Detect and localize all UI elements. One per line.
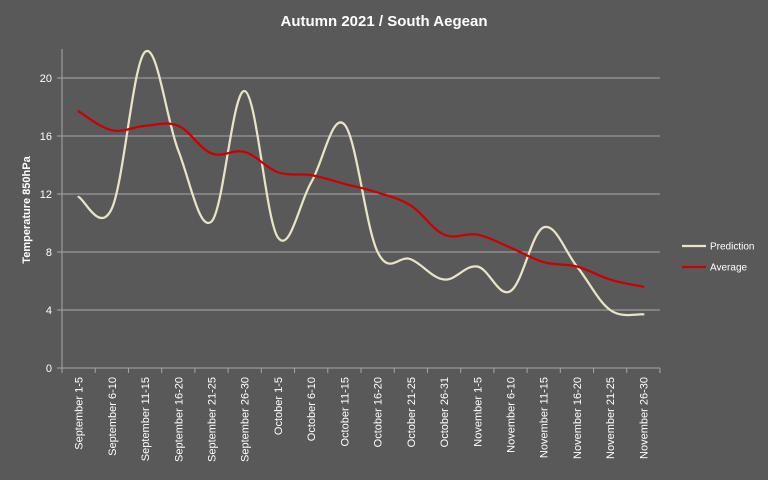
data-point-prediction [542,225,546,229]
data-point-prediction [110,207,114,211]
x-tick-label: September 6-10 [107,377,119,456]
data-point-average [143,124,147,128]
data-point-prediction [376,250,380,254]
data-point-prediction [176,149,180,153]
x-tick-label: November 11-15 [539,377,551,458]
y-tick-label: 0 [46,363,52,375]
x-tick-label: November 21-25 [605,377,617,459]
series-lines [77,49,645,317]
gridlines [62,77,660,311]
data-point-average [110,128,114,132]
legend-label-average: Average [710,263,748,274]
data-point-prediction [641,312,645,316]
data-point-average [475,233,479,237]
x-tick-label: September 16-20 [173,377,185,462]
data-point-average [376,191,380,195]
data-point-average [575,265,579,269]
data-point-prediction [342,122,346,126]
data-point-prediction [77,195,81,199]
x-tick-label: October 26-31 [439,377,451,447]
data-point-average [176,124,180,128]
x-tick-label: November 26-30 [638,377,650,459]
data-point-average [77,109,81,113]
data-point-average [309,173,313,177]
x-tick-label: September 21-25 [207,377,219,462]
data-point-prediction [608,308,612,312]
series-line-prediction [77,49,645,317]
x-tick-label: November 16-20 [572,377,584,459]
axes [57,49,661,373]
data-point-prediction [276,236,280,240]
data-point-average [608,278,612,282]
data-point-prediction [509,289,513,293]
data-point-average [542,260,546,264]
x-tick-label: November 1-5 [472,377,484,447]
data-point-prediction [309,180,313,184]
x-tick-labels: September 1-5 September 6-10 September 11-… [74,377,651,462]
y-tick-label: 20 [40,73,52,85]
y-tick-label: 8 [46,247,52,259]
x-tick-label: October 11-15 [339,377,351,447]
legend-label-prediction: Prediction [710,242,754,253]
series-line-average [77,110,645,288]
data-point-average [641,285,645,289]
data-point-average [276,170,280,174]
data-point-average [243,150,247,154]
data-point-average [210,151,214,155]
data-point-prediction [243,89,247,93]
data-point-average [509,246,513,250]
data-point-prediction [143,50,147,54]
y-tick-label: 12 [40,189,52,201]
x-tick-label: November 6-10 [506,377,518,453]
x-tick-label: October 1-5 [273,377,285,435]
legend: Prediction Average [682,242,754,274]
chart-title: Autumn 2021 / South Aegean [281,13,488,30]
x-tick-label: September 11-15 [140,377,152,461]
data-point-average [442,233,446,237]
data-point-prediction [475,265,479,269]
y-tick-label: 16 [40,131,52,143]
x-tick-label: September 26-30 [240,377,252,462]
data-point-prediction [442,278,446,282]
x-tick-label: October 21-25 [406,377,418,447]
data-point-prediction [409,257,413,261]
x-tick-label: October 16-20 [373,377,385,447]
y-tick-labels: 0 4 8 12 16 20 [40,73,52,375]
data-point-prediction [210,220,214,224]
data-point-average [409,204,413,208]
data-point-average [342,182,346,186]
x-tick-label: October 6-10 [306,377,318,441]
y-tick-label: 4 [46,305,52,317]
y-axis-label: Temperature 850hPa [21,155,33,263]
x-tick-label: September 1-5 [74,377,86,450]
